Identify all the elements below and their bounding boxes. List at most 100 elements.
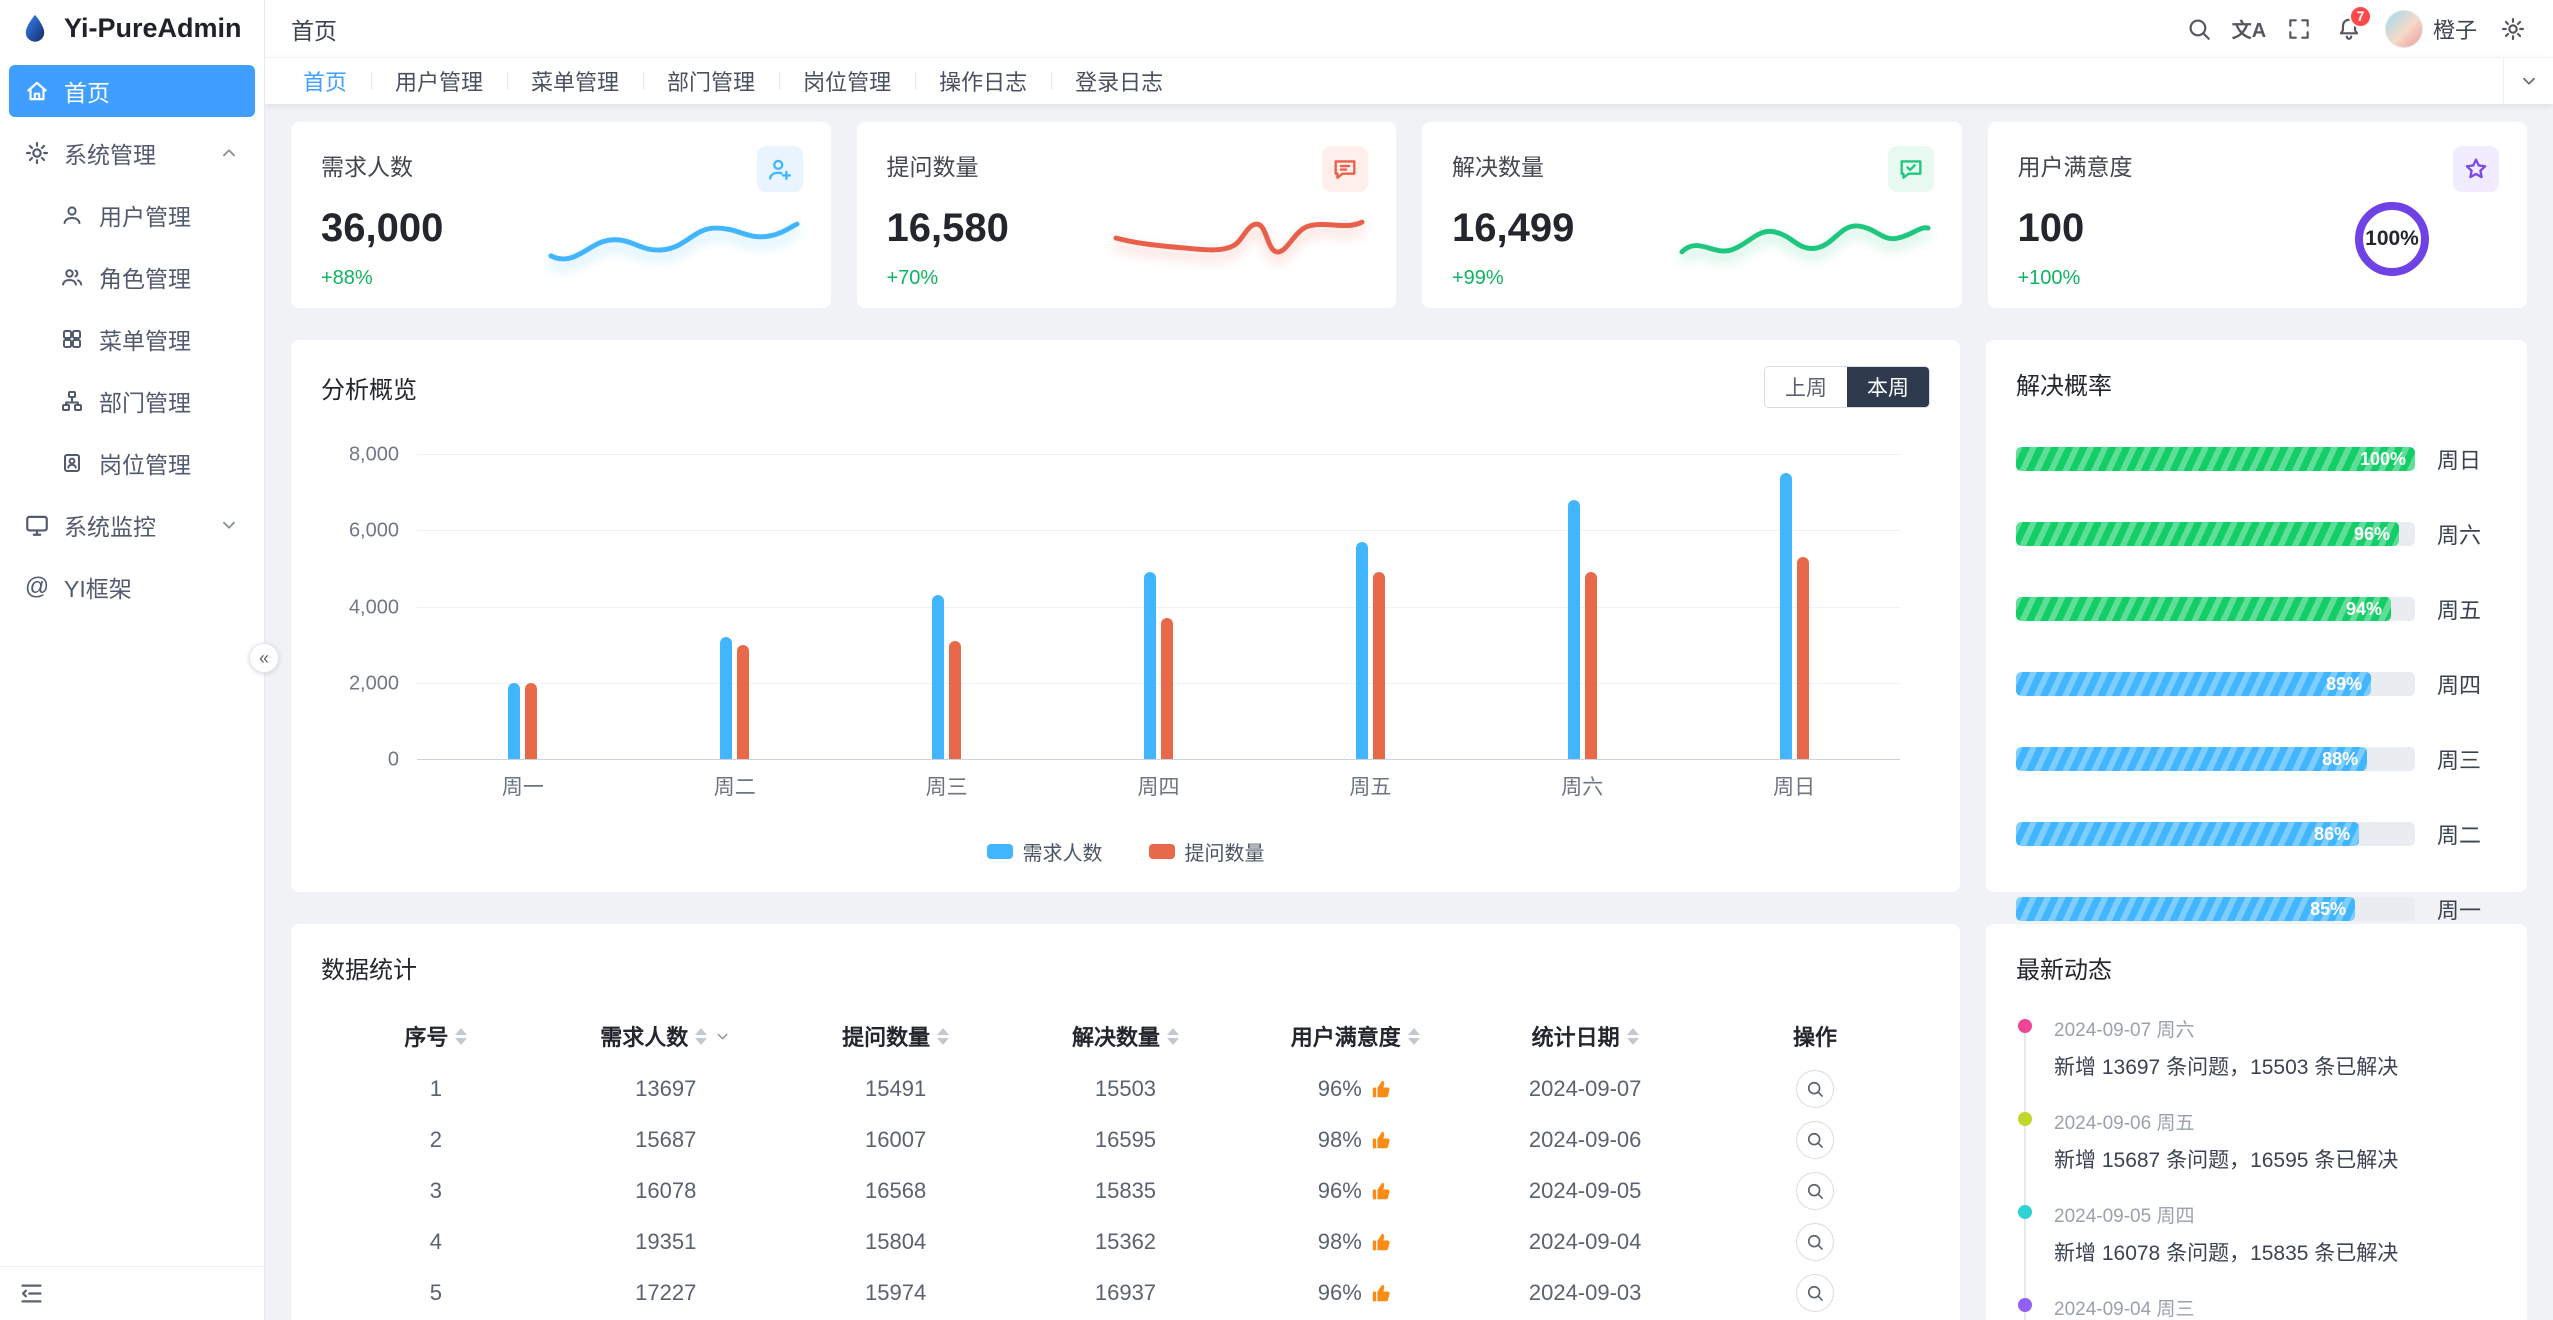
view-detail-button[interactable]	[1796, 1273, 1835, 1312]
column-title: 序号	[404, 1025, 449, 1050]
user-menu[interactable]: 橙子	[2375, 9, 2487, 48]
progress-label: 周日	[2437, 448, 2482, 473]
sidebar-item-label: 系统监控	[64, 514, 156, 540]
tab-menu-mgmt[interactable]: 菜单管理	[507, 58, 643, 104]
view-detail-button[interactable]	[1796, 1171, 1835, 1210]
breadcrumb: 首页	[291, 17, 337, 44]
bar-groups	[417, 454, 1900, 759]
solve-rate-row: 100% 周日	[2016, 443, 2497, 475]
sidebar-item-label: 岗位管理	[99, 452, 191, 478]
grid-line: 2,000	[349, 672, 1900, 694]
view-detail-button[interactable]	[1796, 1120, 1835, 1159]
table-cell: 2	[429, 1126, 443, 1152]
legend-item[interactable]: 提问数量	[1148, 837, 1265, 866]
table-cell: 15491	[865, 1075, 927, 1101]
tab-user-mgmt[interactable]: 用户管理	[371, 58, 507, 104]
sidebar-item-user-mgmt[interactable]: 用户管理	[9, 189, 255, 241]
progress-track: 88%	[2016, 747, 2415, 771]
sort-caret-icon[interactable]	[695, 1027, 708, 1045]
table-cell: 96%	[1240, 1267, 1470, 1318]
middle-row: 分析概览 上周 本周 8,000 6,000 4,000 2,000 0 周一 周二 周三周…	[291, 340, 2527, 923]
sort-caret-icon[interactable]	[1626, 1027, 1639, 1045]
tab-op-log[interactable]: 操作日志	[915, 58, 1051, 104]
legend-item[interactable]: 需求人数	[986, 837, 1103, 866]
thumb-up-icon	[1372, 1131, 1390, 1149]
stat-title: 用户满意度	[2017, 154, 2133, 180]
sidebar-group-system-mgmt[interactable]: 系统管理	[9, 127, 255, 179]
x-axis-labels: 周一 周二 周三 周四 周五 周六 周日	[417, 771, 1900, 801]
sparkline-red	[1113, 219, 1365, 255]
chart-legend: 需求人数 提问数量	[321, 837, 1930, 866]
progress-value: 85%	[2310, 898, 2347, 919]
progress-fill: 85%	[2016, 897, 2356, 921]
solve-rate-card: 解决概率 100% 周日 96% 周六 94% 周五 89% 周四 88% 周三 86% 周二 85% 周…	[1986, 340, 2527, 923]
sidebar-item-dept-mgmt[interactable]: 部门管理	[9, 375, 255, 427]
stat-value: 100	[2017, 206, 2085, 250]
tab-dept-mgmt[interactable]: 部门管理	[643, 58, 779, 104]
view-detail-button[interactable]	[1796, 1222, 1835, 1261]
y-axis-label: 0	[387, 748, 399, 771]
tabs-dropdown-button[interactable]	[2503, 58, 2553, 104]
timeline-dot	[2018, 1298, 2032, 1312]
this-week-button[interactable]: 本周	[1847, 367, 1929, 407]
satisfaction-value: 96%	[1318, 1178, 1393, 1204]
table-cell: 16568	[865, 1177, 927, 1203]
sidebar-item-yi-framework[interactable]: @ YI框架	[9, 561, 255, 613]
card-title: 分析概览	[321, 376, 417, 404]
translate-button[interactable]: 文A	[2225, 5, 2273, 53]
bar	[1355, 541, 1368, 759]
filter-chevron-icon[interactable]	[714, 1028, 731, 1045]
progress-track: 89%	[2016, 672, 2415, 696]
sidebar-item-role-mgmt[interactable]: 角色管理	[9, 251, 255, 303]
progress-value: 100%	[2359, 448, 2406, 469]
sidebar-group-system-monitor[interactable]: 系统监控	[9, 499, 255, 551]
bar	[737, 644, 750, 759]
tab-post-mgmt[interactable]: 岗位管理	[779, 58, 915, 104]
sidebar-item-menu-mgmt[interactable]: 菜单管理	[9, 313, 255, 365]
tab-login-log[interactable]: 登录日志	[1051, 58, 1187, 104]
stat-card-satisfaction: 用户满意度 100 +100% 100%	[1987, 122, 2527, 308]
sort-caret-icon[interactable]	[937, 1027, 950, 1045]
column-header[interactable]: 解决数量	[1011, 1020, 1241, 1052]
sidebar-item-label: 菜单管理	[99, 328, 191, 354]
sort-caret-icon[interactable]	[455, 1027, 468, 1045]
column-header[interactable]: 序号	[321, 1020, 551, 1052]
bottom-row: 数据统计 序号 需求人数 提问数量 解决数量 用户满意度 统计日期 操作 1 13697 154…	[291, 924, 2527, 1320]
column-header[interactable]: 需求人数	[551, 1020, 781, 1052]
sidebar-item-label: YI框架	[64, 576, 132, 602]
settings-button[interactable]	[2489, 5, 2537, 53]
notifications-button[interactable]: 7	[2325, 4, 2373, 53]
view-detail-button[interactable]	[1796, 1069, 1835, 1108]
tab-home[interactable]: 首页	[303, 70, 348, 95]
magnifier-icon	[1807, 1132, 1823, 1148]
table-cell: 15362	[1094, 1228, 1157, 1254]
column-header[interactable]: 用户满意度	[1240, 1020, 1470, 1052]
last-week-button[interactable]: 上周	[1765, 367, 1847, 407]
progress-track: 96%	[2016, 522, 2415, 546]
tab-bar: 首页 用户管理 菜单管理 部门管理 岗位管理 操作日志 登录日志	[265, 57, 2553, 104]
sidebar-collapse-handle[interactable]: «	[249, 643, 279, 673]
sidebar-footer	[0, 1266, 264, 1320]
progress-label: 周四	[2437, 673, 2482, 698]
card-head: 分析概览 上周 本周	[321, 366, 1930, 408]
legend-label: 提问数量	[1184, 843, 1265, 865]
legend-label: 需求人数	[1022, 843, 1103, 865]
x-axis-label: 周四	[1137, 776, 1180, 799]
progress-value: 96%	[2354, 523, 2391, 544]
search-button[interactable]	[2175, 5, 2223, 53]
column-header[interactable]: 提问数量	[781, 1020, 1011, 1052]
column-header[interactable]: 统计日期	[1470, 1020, 1700, 1052]
chevron-down-icon	[218, 514, 240, 536]
satisfaction-ring: 100%	[2355, 202, 2429, 276]
menu-fold-icon[interactable]	[18, 1280, 45, 1307]
sidebar-item-home[interactable]: 首页	[9, 65, 255, 117]
fullscreen-button[interactable]	[2275, 5, 2323, 53]
sort-caret-icon[interactable]	[1166, 1027, 1179, 1045]
home-icon	[24, 78, 50, 104]
sidebar-item-post-mgmt[interactable]: 岗位管理	[9, 437, 255, 489]
timeline-dot	[2018, 1112, 2032, 1126]
logo[interactable]: Yi-PureAdmin	[0, 0, 264, 57]
satisfaction-value: 98%	[1318, 1127, 1393, 1153]
x-axis-label: 周三	[925, 776, 968, 799]
sort-caret-icon[interactable]	[1407, 1027, 1420, 1045]
